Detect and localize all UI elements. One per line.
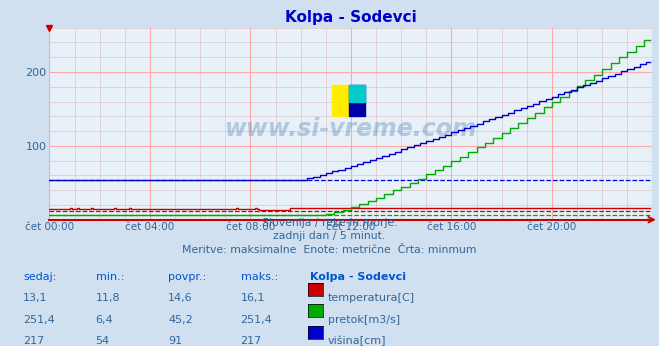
Text: sedaj:: sedaj: [23,272,57,282]
Text: 45,2: 45,2 [168,315,193,325]
Text: www.si-vreme.com: www.si-vreme.com [225,117,477,142]
Text: 217: 217 [23,336,44,346]
Bar [349,85,365,116]
Text: maks.:: maks.: [241,272,278,282]
Text: povpr.:: povpr.: [168,272,206,282]
Text: Meritve: maksimalne  Enote: metrične  Črta: minmum: Meritve: maksimalne Enote: metrične Črta… [183,245,476,255]
Text: 91: 91 [168,336,182,346]
Text: temperatura[C]: temperatura[C] [328,293,415,303]
Text: 6,4: 6,4 [96,315,113,325]
Text: 251,4: 251,4 [23,315,55,325]
Text: 11,8: 11,8 [96,293,120,303]
Text: 251,4: 251,4 [241,315,272,325]
Text: 217: 217 [241,336,262,346]
Text: Slovenija / reke in morje.: Slovenija / reke in morje. [262,218,397,228]
Text: 13,1: 13,1 [23,293,47,303]
Bar [349,85,365,102]
Text: višina[cm]: višina[cm] [328,336,386,346]
Text: 54: 54 [96,336,109,346]
Text: zadnji dan / 5 minut.: zadnji dan / 5 minut. [273,231,386,242]
Title: Kolpa - Sodevci: Kolpa - Sodevci [285,10,416,25]
Text: pretok[m3/s]: pretok[m3/s] [328,315,399,325]
Bar [331,85,349,116]
Text: min.:: min.: [96,272,124,282]
Text: 14,6: 14,6 [168,293,192,303]
Text: 16,1: 16,1 [241,293,265,303]
Text: Kolpa - Sodevci: Kolpa - Sodevci [310,272,406,282]
